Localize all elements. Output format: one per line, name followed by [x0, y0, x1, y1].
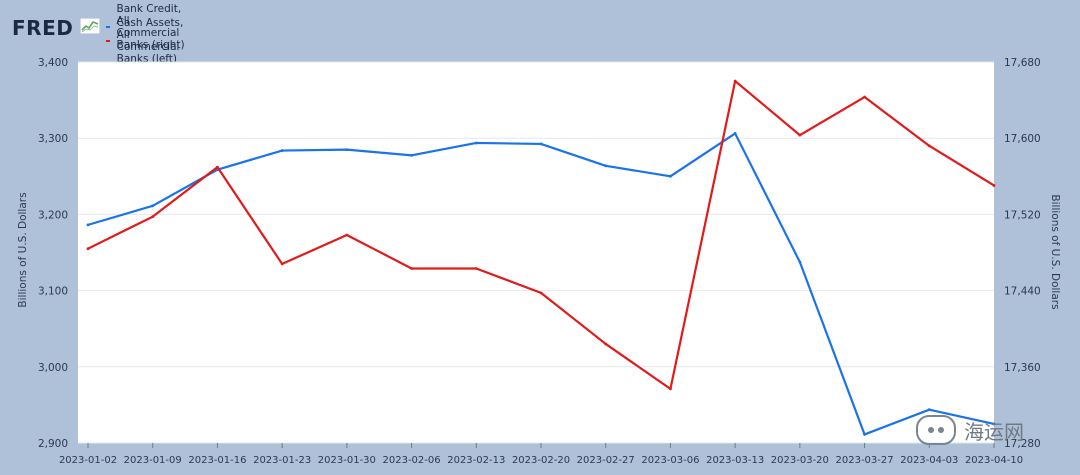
- left-tick-label: 3,200: [38, 209, 68, 221]
- x-tick-label: 2023-03-27: [836, 455, 894, 466]
- fred-logo[interactable]: FRED: [12, 16, 74, 40]
- point-cash-assets: [345, 233, 349, 237]
- watermark: 海运网: [916, 414, 1046, 446]
- point-cash-assets: [863, 95, 866, 99]
- point-cash-assets: [539, 291, 543, 295]
- point-bank-credit: [927, 408, 931, 412]
- point-bank-credit: [798, 260, 802, 264]
- x-tick-label: 2023-04-10: [965, 455, 1023, 466]
- right-tick-label: 17,680: [1004, 57, 1041, 69]
- x-tick-label: 2023-01-30: [318, 455, 376, 466]
- x-tick-label: 2023-03-20: [771, 455, 829, 466]
- left-tick-label: 3,400: [38, 57, 68, 69]
- x-tick-label: 2023-01-23: [253, 455, 311, 466]
- point-cash-assets: [798, 133, 802, 137]
- point-cash-assets: [669, 387, 672, 391]
- point-bank-credit: [474, 141, 478, 145]
- axes: 2,900 3,000 3,100 3,200 3,300 3,400 17,280 17,3…: [38, 57, 1041, 466]
- point-cash-assets: [216, 165, 219, 169]
- point-bank-credit: [280, 149, 284, 152]
- right-axis-label: Billions of U.S. Dollars: [1049, 194, 1061, 309]
- left-tick-label: 3,000: [38, 362, 68, 374]
- point-bank-credit: [733, 132, 737, 135]
- x-tick-label: 2023-01-02: [59, 455, 117, 466]
- left-tick-label: 2,900: [38, 438, 68, 450]
- point-bank-credit: [992, 422, 996, 426]
- left-tick-label: 3,100: [38, 286, 68, 298]
- point-bank-credit: [86, 223, 90, 227]
- point-bank-credit: [151, 204, 155, 208]
- right-tick-label: 17,520: [1004, 209, 1041, 221]
- point-cash-assets: [927, 144, 931, 148]
- left-tick-label: 3,300: [38, 133, 68, 145]
- right-tick-label: 17,600: [1004, 133, 1041, 145]
- point-cash-assets: [86, 247, 90, 251]
- x-tick-label: 2023-02-27: [577, 455, 635, 466]
- x-tick-label: 2023-02-20: [512, 455, 570, 466]
- point-cash-assets: [410, 267, 413, 270]
- point-cash-assets: [151, 215, 155, 219]
- x-tick-label: 2023-02-06: [383, 455, 441, 466]
- left-axis-label: Billions of U.S. Dollars: [17, 192, 29, 307]
- legend-swatch-cash-assets: [106, 40, 110, 42]
- point-cash-assets: [604, 342, 608, 346]
- point-bank-credit: [539, 142, 543, 146]
- legend-item-bank-credit: Bank Credit, All Commercial Banks (right…: [106, 3, 187, 51]
- point-cash-assets: [474, 267, 478, 270]
- point-cash-assets: [992, 184, 996, 187]
- x-tick-label: 2023-01-09: [124, 455, 182, 466]
- point-bank-credit: [669, 174, 672, 178]
- legend-label-bank-credit: Bank Credit, All Commercial Banks (right…: [116, 3, 185, 51]
- watermark-chat-icon: [916, 415, 956, 445]
- x-tick-label: 2023-02-13: [447, 455, 505, 466]
- series-lines: [86, 79, 996, 436]
- point-cash-assets: [733, 79, 737, 83]
- x-tick-label: 2023-04-03: [900, 455, 958, 466]
- right-tick-label: 17,360: [1004, 362, 1041, 374]
- plot-area: [78, 62, 994, 443]
- x-tick-label: 2023-03-06: [641, 455, 699, 466]
- fred-graph-icon: [80, 18, 100, 34]
- right-tick-label: 17,280: [1004, 438, 1041, 450]
- legend-swatch-bank-credit: [106, 26, 110, 28]
- point-bank-credit: [863, 433, 866, 436]
- watermark-text: 海运网: [964, 419, 1024, 444]
- x-tick-label: 2023-01-16: [188, 455, 246, 466]
- point-cash-assets: [280, 262, 284, 266]
- right-tick-label: 17,440: [1004, 286, 1041, 298]
- x-tick-label: 2023-03-13: [706, 455, 764, 466]
- point-bank-credit: [410, 153, 413, 157]
- point-bank-credit: [345, 148, 349, 152]
- point-bank-credit: [604, 164, 608, 168]
